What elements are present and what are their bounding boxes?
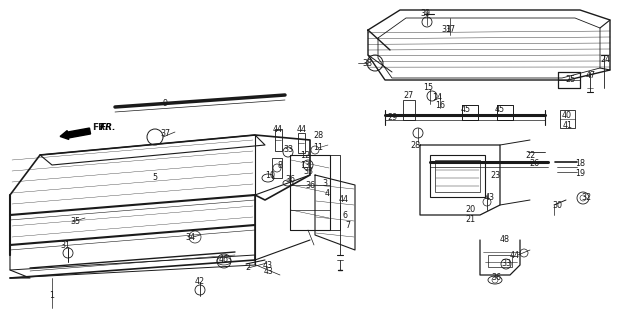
Bar bbox=[430, 155, 485, 197]
Text: 36: 36 bbox=[305, 180, 315, 189]
Bar bbox=[403, 100, 415, 120]
Text: 13: 13 bbox=[300, 161, 310, 170]
Text: 45: 45 bbox=[461, 106, 471, 115]
Text: 12: 12 bbox=[300, 151, 310, 161]
Text: 25: 25 bbox=[565, 76, 575, 84]
Text: 2: 2 bbox=[245, 262, 250, 271]
Text: 23: 23 bbox=[490, 171, 500, 180]
Bar bbox=[298, 133, 305, 153]
Text: 26: 26 bbox=[529, 159, 539, 169]
Text: 36: 36 bbox=[491, 274, 501, 283]
Text: 29: 29 bbox=[388, 114, 398, 123]
Text: 43: 43 bbox=[263, 260, 273, 269]
Text: 43: 43 bbox=[263, 267, 273, 276]
Text: 44: 44 bbox=[339, 196, 349, 204]
Text: 32: 32 bbox=[581, 194, 591, 203]
Text: 40: 40 bbox=[562, 110, 572, 119]
Text: 35: 35 bbox=[70, 218, 80, 227]
Text: 48: 48 bbox=[500, 236, 510, 244]
Text: 33: 33 bbox=[303, 167, 313, 177]
Bar bbox=[272, 158, 282, 178]
Text: 5: 5 bbox=[153, 173, 158, 182]
Text: 44: 44 bbox=[273, 125, 283, 134]
Text: FR.: FR. bbox=[92, 124, 108, 132]
Text: 22: 22 bbox=[525, 150, 535, 159]
Text: 44: 44 bbox=[510, 251, 520, 260]
Text: 33: 33 bbox=[441, 25, 451, 34]
Text: 18: 18 bbox=[575, 159, 585, 169]
Text: 30: 30 bbox=[552, 201, 562, 210]
Text: 8: 8 bbox=[277, 161, 282, 170]
Text: 46: 46 bbox=[219, 255, 229, 265]
Text: 37: 37 bbox=[160, 130, 170, 139]
Text: 16: 16 bbox=[435, 101, 445, 110]
Text: 43: 43 bbox=[485, 193, 495, 202]
Text: 44: 44 bbox=[297, 125, 307, 134]
Text: 41: 41 bbox=[563, 121, 573, 130]
Text: 10: 10 bbox=[265, 171, 275, 180]
Text: 21: 21 bbox=[465, 215, 475, 225]
Text: 33: 33 bbox=[501, 259, 511, 268]
Text: 28: 28 bbox=[410, 140, 420, 149]
Text: 31: 31 bbox=[60, 241, 70, 250]
Bar bbox=[488, 255, 512, 267]
Text: 1: 1 bbox=[49, 291, 54, 300]
Text: 11: 11 bbox=[313, 143, 323, 153]
Text: 27: 27 bbox=[403, 92, 413, 100]
Text: 47: 47 bbox=[586, 70, 596, 79]
Text: 36: 36 bbox=[285, 175, 295, 185]
Text: 9: 9 bbox=[162, 99, 168, 108]
Text: 4: 4 bbox=[324, 189, 329, 198]
FancyArrow shape bbox=[60, 128, 91, 140]
Text: 24: 24 bbox=[600, 55, 610, 65]
Text: 19: 19 bbox=[575, 170, 585, 179]
Text: 14: 14 bbox=[432, 92, 442, 101]
Text: FR.: FR. bbox=[100, 123, 116, 132]
Text: 34: 34 bbox=[185, 234, 195, 243]
Text: 42: 42 bbox=[195, 277, 205, 286]
Text: 15: 15 bbox=[423, 84, 433, 92]
Text: 38: 38 bbox=[362, 59, 372, 68]
Text: 28: 28 bbox=[313, 131, 323, 140]
Text: 3: 3 bbox=[322, 179, 327, 188]
Text: 17: 17 bbox=[445, 26, 455, 35]
Text: 7: 7 bbox=[346, 221, 351, 230]
Text: 6: 6 bbox=[342, 211, 347, 220]
Bar bbox=[275, 129, 282, 151]
Bar bbox=[435, 160, 480, 192]
Text: 20: 20 bbox=[465, 205, 475, 214]
Text: 45: 45 bbox=[495, 106, 505, 115]
Text: 33: 33 bbox=[283, 146, 293, 155]
Text: 39: 39 bbox=[420, 9, 430, 18]
Bar bbox=[560, 110, 575, 128]
